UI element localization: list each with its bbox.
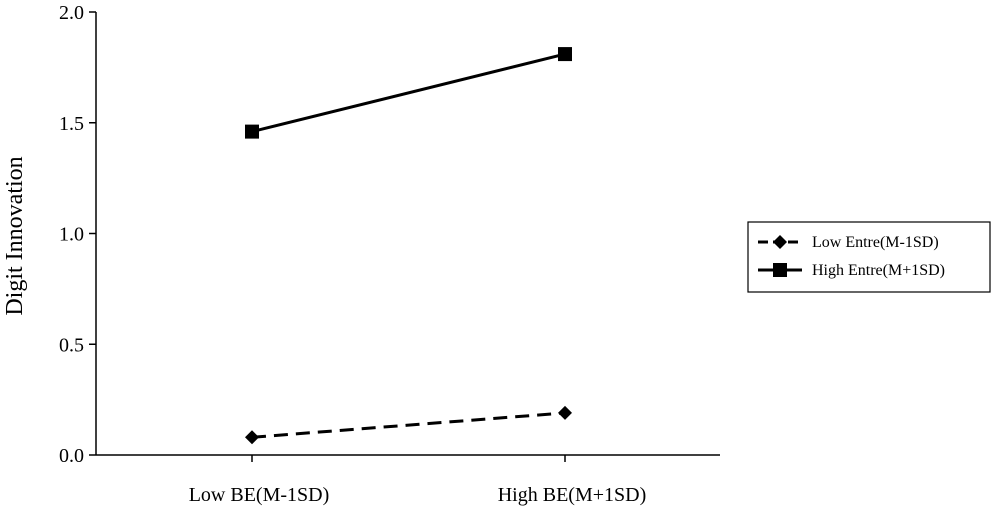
legend-label: High Entre(M+1SD) <box>812 262 945 279</box>
series-group <box>245 47 572 445</box>
x-axis-ticks: Low BE(M-1SD) High BE(M+1SD) <box>189 455 647 506</box>
x-tick-label: High BE(M+1SD) <box>498 484 647 506</box>
y-tick-label: 0.5 <box>59 334 84 356</box>
y-axis-title: Digit Innovation <box>2 156 28 315</box>
y-tick-label: 2.0 <box>59 2 84 24</box>
legend-marker <box>773 235 787 249</box>
data-point-low-entre <box>245 430 259 445</box>
y-axis-ticks: 0.0 0.5 1.0 1.5 2.0 <box>59 2 96 467</box>
y-tick-label: 1.5 <box>59 113 84 135</box>
y-tick-label: 0.0 <box>59 445 84 467</box>
series-line-low-entre <box>251 411 566 439</box>
x-tick-label: Low BE(M-1SD) <box>189 484 330 506</box>
legend-marker <box>773 263 787 277</box>
data-point-high-entre <box>245 124 259 139</box>
legend-box <box>747 221 991 293</box>
y-tick-label: 1.0 <box>59 224 84 246</box>
data-point-low-entre <box>558 405 572 420</box>
chart-axes <box>95 12 720 456</box>
legend: Low Entre(M-1SD) High Entre(M+1SD) <box>747 221 991 293</box>
legend-label: Low Entre(M-1SD) <box>812 234 939 251</box>
data-point-high-entre <box>558 47 572 62</box>
series-line-high-entre <box>251 52 566 134</box>
